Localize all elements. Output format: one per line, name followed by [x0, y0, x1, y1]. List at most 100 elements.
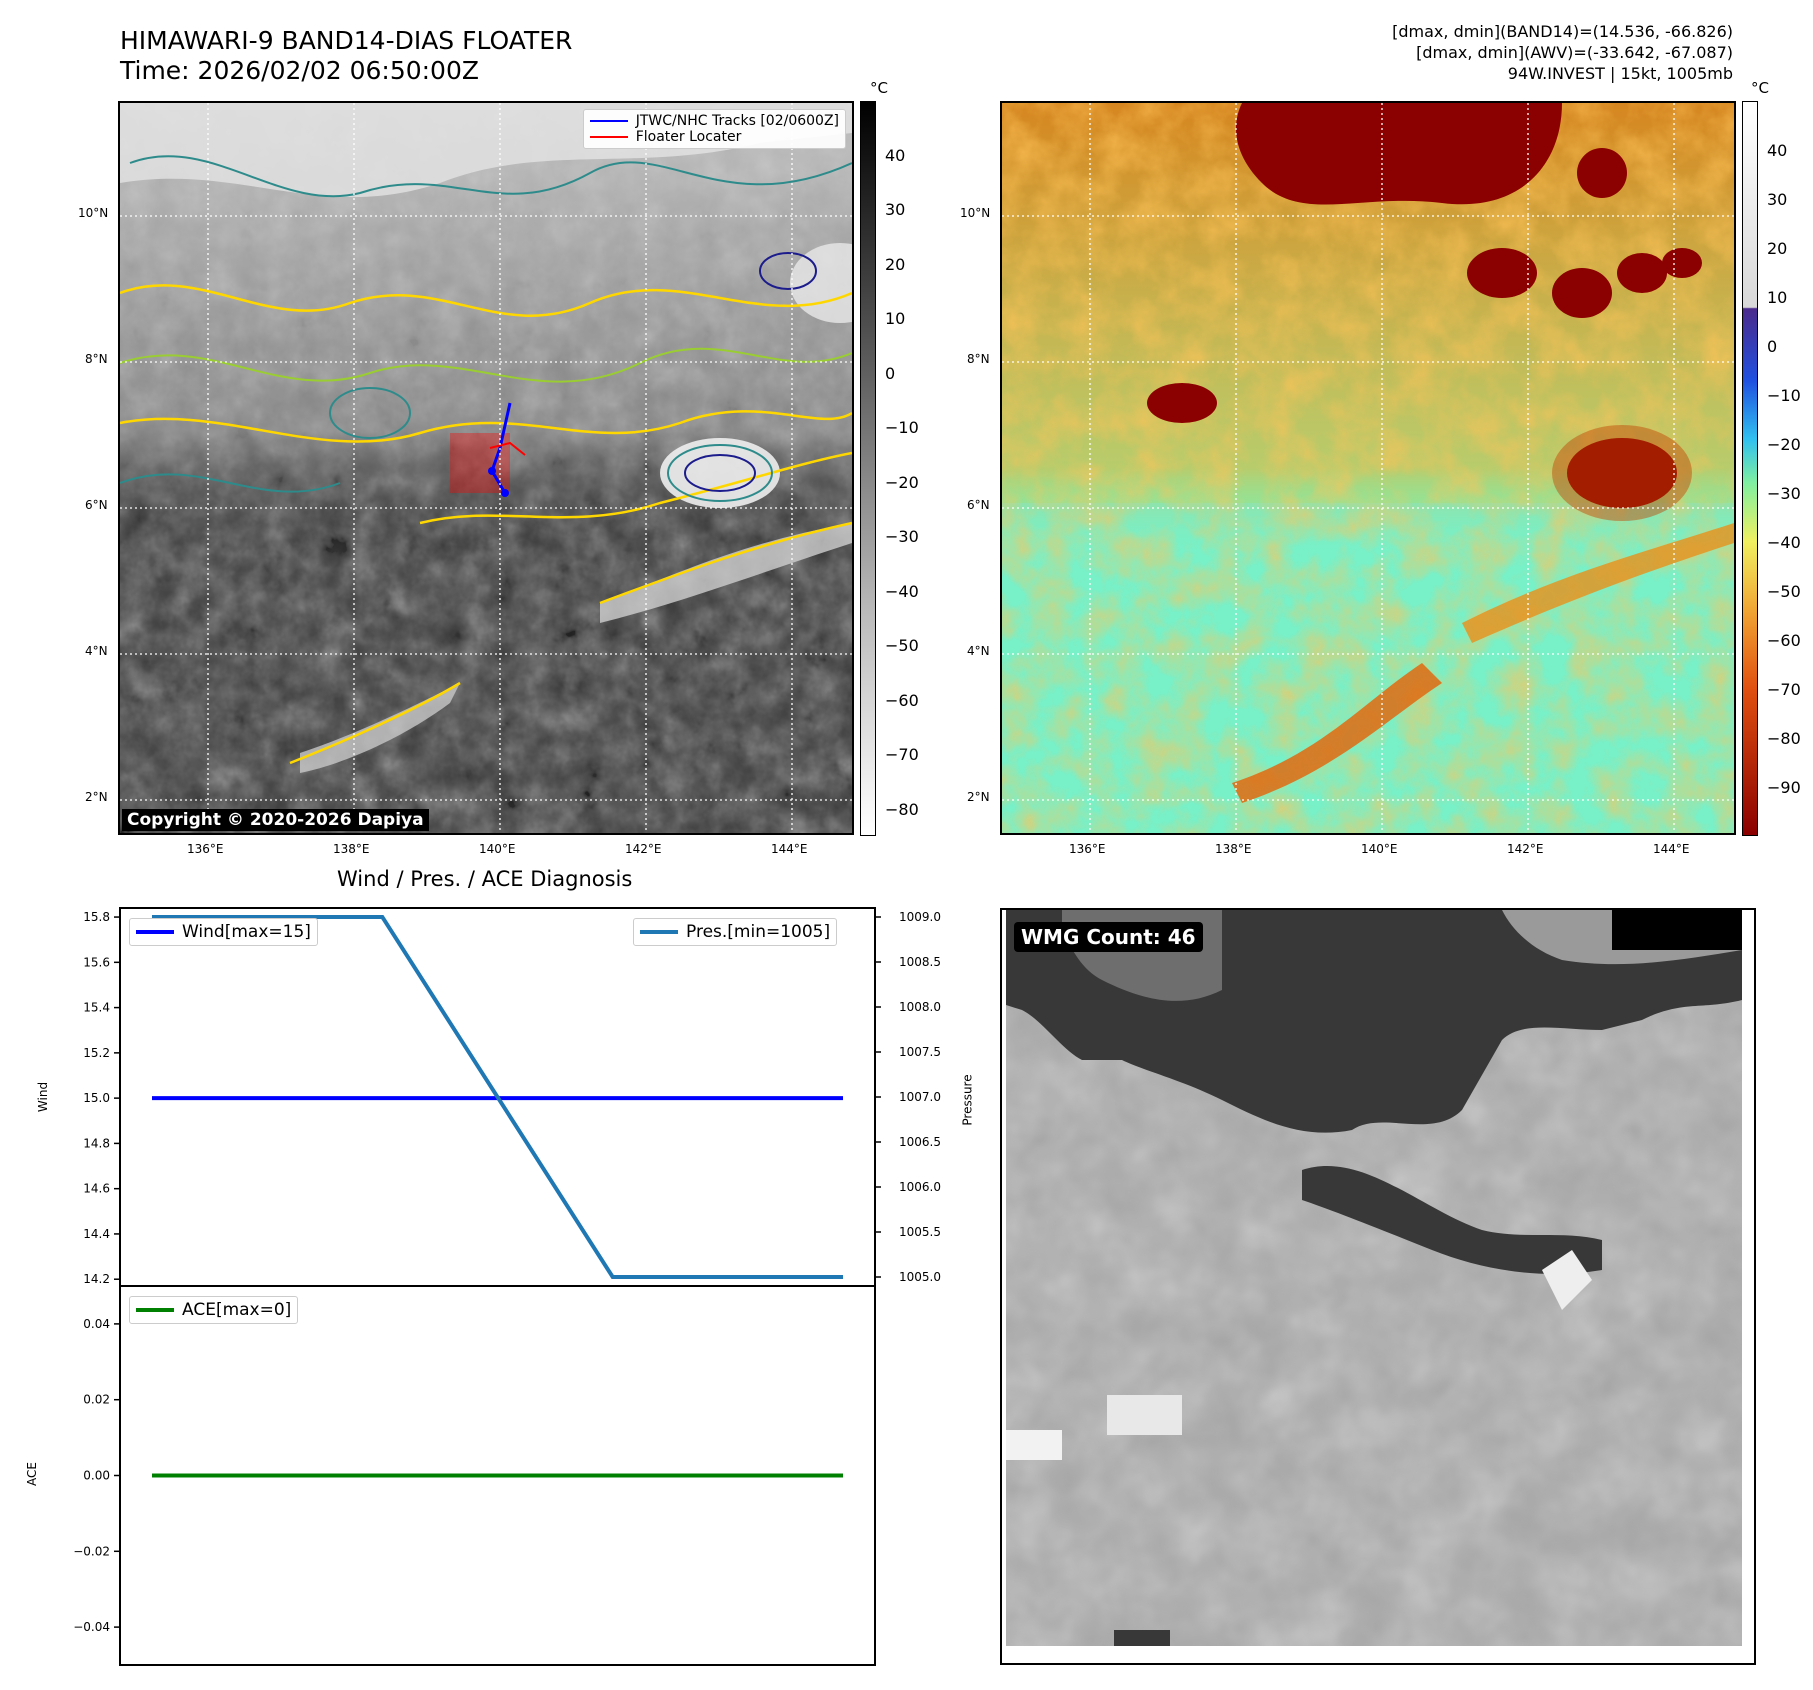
gray-cb-tick: 10: [885, 309, 906, 328]
gray-cb-tick: −20: [885, 473, 919, 492]
lat-label-2n: 2°N: [85, 790, 108, 804]
color-cb-tick: 30: [1767, 190, 1788, 209]
color-cb-tick: −30: [1767, 484, 1801, 503]
gray-cb-tick: −80: [885, 800, 919, 819]
ace-axis-label: ACE: [24, 1462, 39, 1486]
ir-map-panel: JTWC/NHC Tracks [02/0600Z] Floater Locat…: [118, 101, 854, 835]
lon-label-142e: 142°E: [1507, 842, 1544, 856]
track-line: [490, 402, 512, 494]
lon-label-140e: 140°E: [1361, 842, 1398, 856]
info-line2: [dmax, dmin](AWV)=(-33.642, -67.087): [1416, 43, 1733, 62]
wind-tick-label: 14.4: [83, 1227, 110, 1241]
lon-label-136e: 136°E: [187, 842, 224, 856]
pressure-tick-label: 1007.5: [899, 1045, 941, 1059]
color-cb-tick: −90: [1767, 778, 1801, 797]
color-cb-tick: −40: [1767, 533, 1801, 552]
color-cb-tick: −20: [1767, 435, 1801, 454]
wind-legend-label: Wind[max=15]: [182, 922, 311, 942]
wind-axis-label: Wind: [36, 1081, 51, 1113]
wind-tick-label: 15.0: [83, 1091, 110, 1105]
lat-label-4n: 4°N: [967, 644, 990, 658]
ace-tick-label: 0.02: [83, 1393, 110, 1407]
ace-tick-label: −0.04: [73, 1620, 110, 1634]
lon-label-138e: 138°E: [333, 842, 370, 856]
gray-colorbar-unit: °C: [870, 79, 888, 97]
gray-cb-tick: −70: [885, 745, 919, 764]
wind-tick-label: 15.6: [83, 955, 110, 969]
lon-label-138e: 138°E: [1215, 842, 1252, 856]
lon-label-144e: 144°E: [771, 842, 808, 856]
lat-label-8n: 8°N: [85, 352, 108, 366]
pressure-tick-label: 1009.0: [899, 910, 941, 924]
wind-tick-label: 14.8: [83, 1136, 110, 1150]
ir-map-image: [120, 103, 852, 833]
lat-label-4n: 4°N: [85, 644, 108, 658]
ace-tick-label: 0.00: [83, 1469, 110, 1483]
pressure-legend-label: Pres.[min=1005]: [686, 922, 831, 942]
pressure-tick-label: 1008.0: [899, 1000, 941, 1014]
map-legend: JTWC/NHC Tracks [02/0600Z] Floater Locat…: [582, 109, 846, 149]
ace-legend-label: ACE[max=0]: [182, 1300, 292, 1320]
wind-tick-label: 15.2: [83, 1046, 110, 1060]
pressure-tick-label: 1006.0: [899, 1180, 941, 1194]
color-cb-tick: −50: [1767, 582, 1801, 601]
color-cb-tick: −10: [1767, 386, 1801, 405]
color-cb-tick: 0: [1767, 337, 1778, 356]
pressure-legend: Pres.[min=1005]: [633, 918, 838, 946]
gray-cb-tick: 0: [885, 364, 896, 383]
pressure-legend-swatch: [640, 930, 678, 934]
color-cb-tick: 40: [1767, 141, 1788, 160]
pressure-tick-label: 1007.0: [899, 1090, 941, 1104]
color-cb-tick: −70: [1767, 680, 1801, 699]
gray-cb-tick: 30: [885, 200, 906, 219]
gray-cb-tick: −30: [885, 527, 919, 546]
lon-label-140e: 140°E: [479, 842, 516, 856]
color-cb-tick: −60: [1767, 631, 1801, 650]
wind-legend-swatch: [136, 930, 174, 934]
info-line1: [dmax, dmin](BAND14)=(14.536, -66.826): [1392, 22, 1733, 41]
color-map-panel: [1000, 101, 1736, 835]
legend-floater-label: Floater Locater: [635, 129, 742, 145]
title-line2: Time: 2026/02/02 06:50:00Z: [120, 56, 479, 85]
pressure-tick-label: 1008.5: [899, 955, 941, 969]
pressure-tick-label: 1005.0: [899, 1270, 941, 1284]
ace-tick-label: −0.02: [73, 1544, 110, 1558]
gray-cb-tick: −40: [885, 582, 919, 601]
pressure-tick-label: 1005.5: [899, 1225, 941, 1239]
wind-tick-label: 14.2: [83, 1272, 110, 1286]
pressure-series-line: [152, 915, 843, 1279]
wind-tick-label: 15.8: [83, 910, 110, 924]
legend-tracks-label: JTWC/NHC Tracks [02/0600Z]: [635, 113, 839, 129]
wind-tick-label: 15.4: [83, 1001, 110, 1015]
lat-label-10n: 10°N: [78, 206, 109, 220]
pressure-tick-label: 1006.5: [899, 1135, 941, 1149]
wmg-count-badge: WMG Count: 46: [1014, 922, 1203, 952]
track-swatch: [589, 120, 628, 122]
lat-label-2n: 2°N: [967, 790, 990, 804]
wmg-panel: WMG Count: 46: [1000, 908, 1756, 1665]
color-cb-tick: 10: [1767, 288, 1788, 307]
lat-label-6n: 6°N: [85, 498, 108, 512]
lat-label-10n: 10°N: [960, 206, 991, 220]
color-colorbar-unit: °C: [1751, 79, 1769, 97]
floater-swatch: [589, 136, 628, 138]
gray-cb-tick: 40: [885, 146, 906, 165]
wmg-image: [1006, 910, 1742, 1646]
gray-cb-tick: −50: [885, 636, 919, 655]
ace-tick-label: 0.04: [83, 1317, 110, 1331]
lon-label-144e: 144°E: [1653, 842, 1690, 856]
lat-label-6n: 6°N: [967, 498, 990, 512]
ace-legend-swatch: [136, 1308, 174, 1312]
gray-cb-tick: −60: [885, 691, 919, 710]
lon-label-136e: 136°E: [1069, 842, 1106, 856]
pressure-axis-label: Pressure: [960, 1074, 975, 1126]
color-map-image: [1002, 103, 1734, 833]
lon-label-142e: 142°E: [625, 842, 662, 856]
lat-label-8n: 8°N: [967, 352, 990, 366]
title-line1: HIMAWARI-9 BAND14-DIAS FLOATER: [120, 26, 573, 55]
diagnosis-title: Wind / Pres. / ACE Diagnosis: [337, 867, 633, 891]
color-cb-tick: 20: [1767, 239, 1788, 258]
ace-legend: ACE[max=0]: [129, 1296, 299, 1324]
wind-tick-label: 14.6: [83, 1182, 110, 1196]
